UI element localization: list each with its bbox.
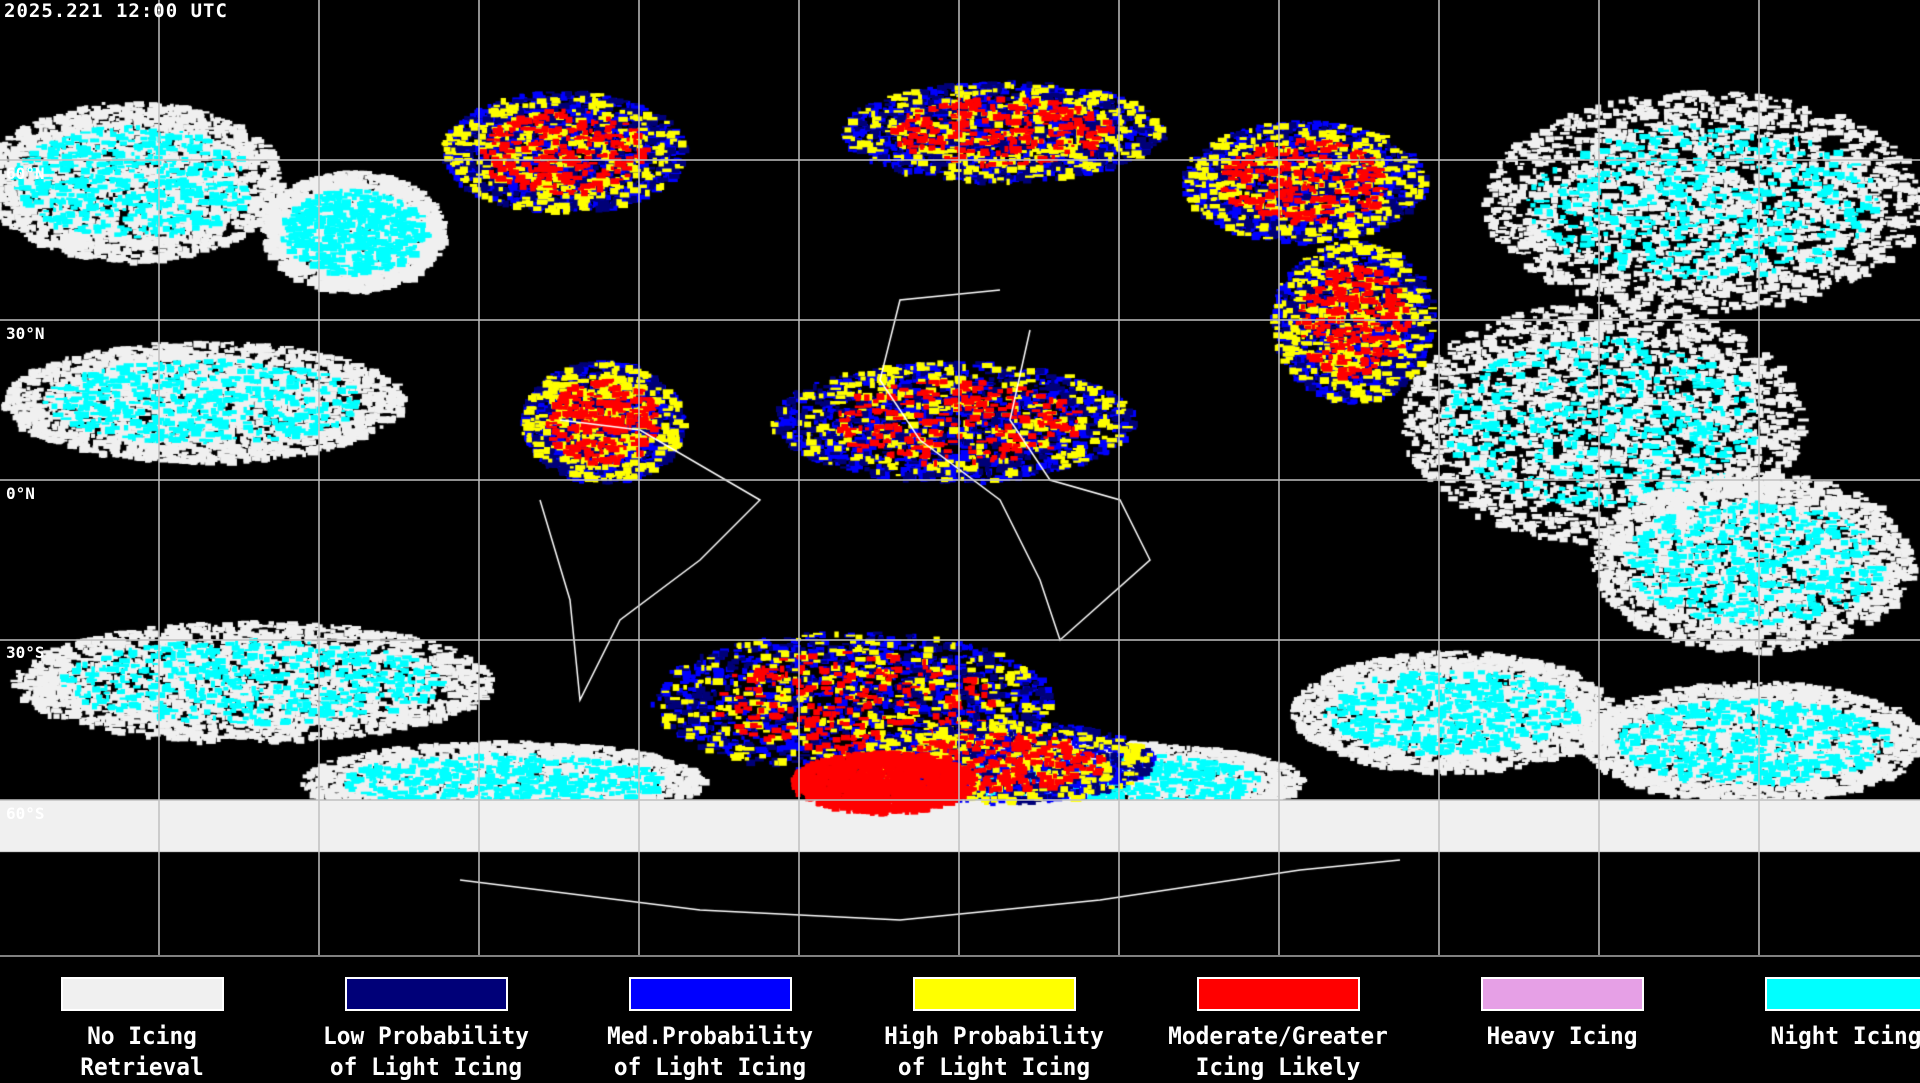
timestamp: 2025.221 12:00 UTC	[4, 0, 228, 22]
lat-lon-grid	[0, 0, 1920, 955]
legend-label: No Icing	[7, 1021, 277, 1052]
lat-label-60n: 60°N	[6, 164, 45, 183]
legend-swatch	[1197, 977, 1360, 1011]
legend-label: of Light Icing	[575, 1052, 845, 1083]
legend-label: High Probability	[859, 1021, 1129, 1052]
legend-swatch	[345, 977, 508, 1011]
legend-label: Moderate/Greater	[1143, 1021, 1413, 1052]
legend-label: Retrieval	[7, 1052, 277, 1083]
lat-label-0n: 0°N	[6, 484, 35, 503]
legend-label: of Light Icing	[291, 1052, 561, 1083]
legend-label: of Light Icing	[859, 1052, 1129, 1083]
legend-label: Heavy Icing	[1427, 1021, 1697, 1052]
legend-label: Night Icing	[1711, 1021, 1920, 1052]
legend-swatch	[913, 977, 1076, 1011]
legend-swatch	[61, 977, 224, 1011]
legend-swatch	[1481, 977, 1644, 1011]
legend-swatch	[1765, 977, 1920, 1011]
legend-label: Med.Probability	[575, 1021, 845, 1052]
legend-label: Icing Likely	[1143, 1052, 1413, 1083]
legend-item-heavy-icing: Heavy Icing	[1420, 977, 1704, 1052]
lat-label-30s: 30°S	[6, 643, 45, 662]
lat-label-60s: 60°S	[6, 804, 45, 823]
icing-map: 2025.221 12:00 UTC 60°N 30°N 0°N 30°S 60…	[0, 0, 1920, 955]
legend-swatch	[629, 977, 792, 1011]
legend-item-night-icing: Night Icing	[1704, 977, 1920, 1052]
legend-label: Low Probability	[291, 1021, 561, 1052]
lat-label-30n: 30°N	[6, 324, 45, 343]
